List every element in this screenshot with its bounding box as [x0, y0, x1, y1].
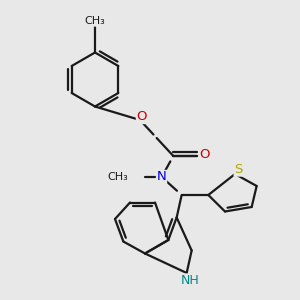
- Text: S: S: [234, 163, 242, 176]
- Text: CH₃: CH₃: [85, 16, 105, 26]
- Text: NH: NH: [181, 274, 200, 287]
- Text: O: O: [136, 110, 147, 124]
- Text: CH₃: CH₃: [108, 172, 128, 182]
- Text: N: N: [157, 170, 166, 184]
- Text: O: O: [200, 148, 210, 161]
